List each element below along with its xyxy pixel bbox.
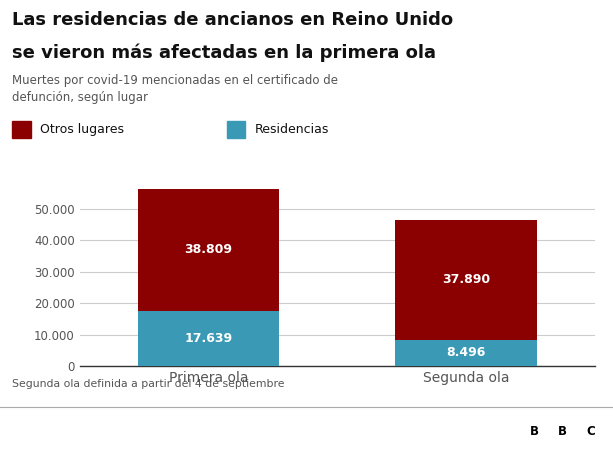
Text: 37.890: 37.890 bbox=[442, 273, 490, 286]
Text: 8.496: 8.496 bbox=[446, 346, 485, 359]
Text: se vieron más afectadas en la primera ola: se vieron más afectadas en la primera ol… bbox=[12, 43, 436, 62]
Text: Fuente: Oficina Nacional de Estadísticas de Reino Unido: Fuente: Oficina Nacional de Estadísticas… bbox=[12, 426, 324, 436]
Text: Segunda ola definida a partir del 4 de septiembre: Segunda ola definida a partir del 4 de s… bbox=[12, 379, 285, 389]
Bar bbox=[137, 189, 280, 311]
Text: Muertes por covid-19 mencionadas en el certificado de
defunción, según lugar: Muertes por covid-19 mencionadas en el c… bbox=[12, 74, 338, 104]
Text: B: B bbox=[558, 425, 567, 438]
Bar bbox=[395, 339, 537, 366]
Text: Otros lugares: Otros lugares bbox=[40, 123, 124, 136]
Text: C: C bbox=[587, 425, 595, 438]
Text: B: B bbox=[530, 425, 539, 438]
Text: Residencias: Residencias bbox=[254, 123, 329, 136]
Text: 38.809: 38.809 bbox=[185, 243, 232, 256]
Text: Las residencias de ancianos en Reino Unido: Las residencias de ancianos en Reino Uni… bbox=[12, 11, 454, 30]
Text: 17.639: 17.639 bbox=[185, 332, 232, 345]
Bar bbox=[395, 220, 537, 339]
Bar bbox=[137, 311, 280, 366]
